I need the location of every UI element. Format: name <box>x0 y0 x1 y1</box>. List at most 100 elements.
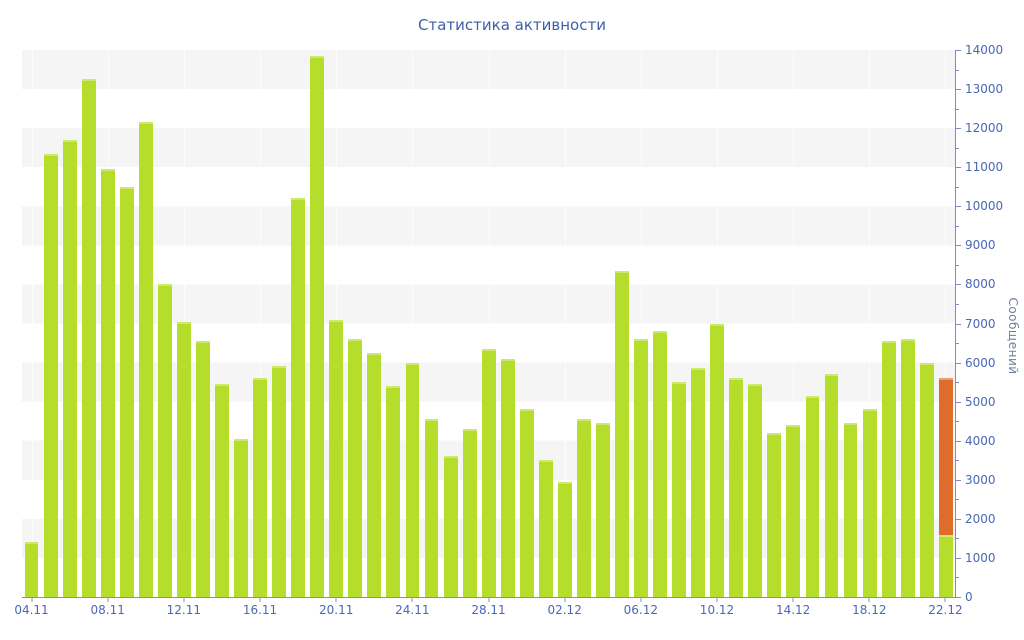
plot-area <box>22 50 956 598</box>
bar-slot <box>441 50 460 597</box>
bar[interactable] <box>157 284 172 597</box>
bar-slot <box>822 50 841 597</box>
y-tick-minor <box>956 303 959 305</box>
bar-slot <box>60 50 79 597</box>
x-tick-label: 28.11 <box>471 603 506 617</box>
bar[interactable] <box>843 423 858 597</box>
bar[interactable] <box>24 542 39 597</box>
bar[interactable] <box>919 362 934 597</box>
chart-title: Статистика активности <box>418 16 606 34</box>
bar[interactable] <box>710 323 725 597</box>
bar[interactable] <box>634 339 648 597</box>
bar[interactable] <box>81 79 96 597</box>
x-tick <box>792 598 794 602</box>
bar[interactable] <box>748 384 763 597</box>
bar[interactable] <box>119 186 134 597</box>
bar[interactable] <box>691 368 706 597</box>
bar[interactable] <box>672 382 687 597</box>
bar-slot <box>784 50 803 597</box>
y-tick-minor <box>956 577 959 579</box>
bar[interactable] <box>291 198 306 597</box>
x-tick <box>716 598 718 602</box>
bar[interactable] <box>767 432 782 597</box>
bar[interactable] <box>900 339 915 597</box>
bar[interactable] <box>310 55 325 597</box>
bar[interactable] <box>367 352 382 597</box>
bar[interactable] <box>805 395 820 597</box>
bar[interactable] <box>824 374 839 597</box>
bar-slot <box>841 50 860 597</box>
bar[interactable] <box>786 425 801 597</box>
bar-slot <box>746 50 765 597</box>
bar-slot <box>593 50 612 597</box>
bar[interactable] <box>138 122 153 597</box>
bar-slot <box>670 50 689 597</box>
bar[interactable] <box>405 362 420 597</box>
bar-segment-orange[interactable] <box>938 378 953 535</box>
bar[interactable] <box>653 331 668 597</box>
bar-slot <box>193 50 212 597</box>
bar[interactable] <box>481 348 496 597</box>
x-tick <box>259 598 261 602</box>
bar[interactable] <box>595 423 610 597</box>
bar-slot <box>689 50 708 597</box>
x-tick-label: 08.11 <box>90 603 125 617</box>
bar[interactable] <box>176 321 191 597</box>
bar-slot <box>803 50 822 597</box>
x-tick <box>868 598 870 602</box>
bar[interactable] <box>348 339 363 597</box>
bar[interactable] <box>538 460 553 597</box>
y-tick-major <box>956 401 961 403</box>
bar[interactable] <box>100 169 115 597</box>
bar-slot <box>212 50 231 597</box>
bar[interactable] <box>615 270 629 597</box>
y-tick-major <box>956 479 961 481</box>
bar[interactable] <box>862 409 877 597</box>
y-tick-label: 1000 <box>965 550 996 565</box>
bar[interactable] <box>424 419 439 597</box>
x-tick-label: 14.12 <box>775 603 811 617</box>
y-axis: 0 1000 2000 3000 4000 5000 6000 7000 8000 9000 100… <box>956 43 1024 604</box>
bar-slot <box>136 50 155 597</box>
bar[interactable] <box>196 341 210 597</box>
bar[interactable] <box>43 153 58 597</box>
bar[interactable] <box>272 366 287 597</box>
bar-stacked[interactable] <box>938 378 953 597</box>
y-tick-minor <box>956 421 959 423</box>
bar[interactable] <box>62 139 77 597</box>
bar[interactable] <box>881 341 896 597</box>
grid-vline <box>945 50 947 597</box>
bar-slot <box>632 50 651 597</box>
bar-slot <box>308 50 327 597</box>
y-tick-minor <box>956 186 959 188</box>
bar[interactable] <box>253 378 268 597</box>
bar[interactable] <box>576 419 591 597</box>
bar-slot <box>860 50 879 597</box>
grid-vline <box>260 50 261 597</box>
bar[interactable] <box>519 409 534 597</box>
y-tick-major <box>956 284 961 286</box>
x-tick-label: 16.11 <box>242 603 278 617</box>
bar[interactable] <box>215 384 229 597</box>
bar[interactable] <box>234 438 248 597</box>
bar[interactable] <box>557 481 572 597</box>
x-tick <box>335 598 337 602</box>
bar[interactable] <box>386 386 401 597</box>
bar[interactable] <box>443 456 458 597</box>
bar[interactable] <box>462 429 477 597</box>
grid-vline <box>412 50 414 597</box>
x-tick-label: 04.11 <box>14 603 49 617</box>
bar[interactable] <box>329 319 344 597</box>
y-tick-major <box>956 206 961 208</box>
bar-slot <box>517 50 536 597</box>
x-tick-label: 06.12 <box>623 603 658 617</box>
bar[interactable] <box>729 378 744 597</box>
bar-slot <box>422 50 441 597</box>
y-tick-minor <box>956 343 959 345</box>
bar-slot <box>155 50 174 597</box>
bar-segment-green[interactable] <box>938 534 953 597</box>
y-tick-label: 11000 <box>965 160 1004 175</box>
bar-slot <box>98 50 117 597</box>
y-tick-minor <box>956 147 959 149</box>
bar[interactable] <box>500 358 515 597</box>
